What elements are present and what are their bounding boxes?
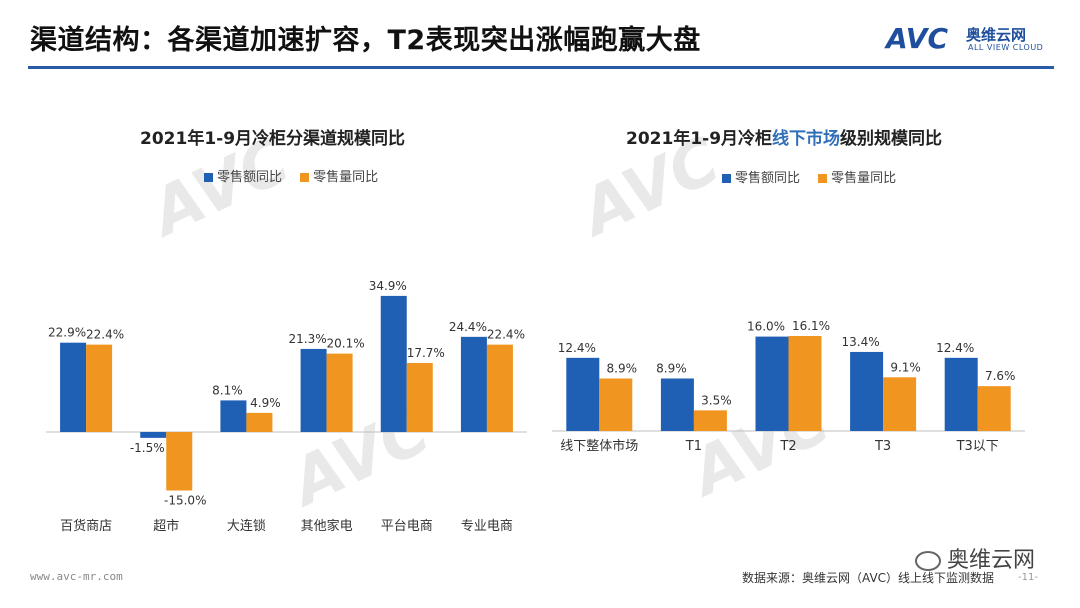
- category-label: T3: [874, 439, 891, 454]
- category-label: T1: [685, 439, 702, 454]
- brand-en: ALL VIEW CLOUD: [968, 43, 1044, 52]
- bar-volume: [86, 344, 113, 432]
- wechat-icon: [915, 551, 941, 571]
- data-label: 34.9%: [369, 279, 407, 293]
- wechat-account: 奥维云网: [915, 542, 1035, 574]
- header-divider: [28, 66, 1054, 69]
- bar-volume: [883, 377, 917, 431]
- bar-volume: [246, 412, 273, 432]
- data-label: 16.1%: [792, 319, 830, 333]
- bar-volume: [326, 353, 353, 432]
- data-label: -1.5%: [130, 441, 165, 455]
- data-label: 13.4%: [842, 335, 880, 349]
- legend-swatch-blue: [204, 173, 213, 182]
- legend-swatch-orange: [300, 173, 310, 182]
- legend-label: 零售量同比: [313, 170, 379, 185]
- data-label: 17.7%: [407, 346, 445, 360]
- bar-amount: [850, 351, 884, 431]
- data-label: 12.4%: [558, 341, 596, 355]
- bar-volume: [486, 344, 513, 432]
- legend-label: 零售量同比: [831, 171, 897, 186]
- bar-amount: [755, 336, 789, 431]
- legend-label: 零售额同比: [217, 170, 283, 185]
- category-label: 其他家电: [301, 518, 353, 534]
- bar-amount: [944, 357, 978, 431]
- data-label: 21.3%: [289, 332, 327, 346]
- page-title: 渠道结构：各渠道加速扩容，T2表现突出涨幅跑赢大盘: [30, 25, 701, 56]
- data-label: 8.9%: [656, 361, 687, 375]
- category-label: T2: [779, 439, 796, 454]
- bar-amount: [460, 336, 487, 432]
- bar-volume: [788, 336, 822, 431]
- page-number: -11-: [1018, 572, 1038, 583]
- data-label: 24.4%: [449, 320, 487, 334]
- footer-url[interactable]: www.avc-mr.com: [30, 570, 123, 583]
- data-label: 4.9%: [250, 396, 281, 410]
- bar-amount: [300, 348, 327, 432]
- bar-volume: [599, 378, 633, 431]
- brand-cn: 奥维云网: [966, 26, 1027, 44]
- brand-logo: AVC 奥维云网 ALL VIEW CLOUD: [886, 22, 1043, 55]
- legend-swatch-orange: [818, 174, 828, 183]
- bar-amount: [660, 378, 694, 431]
- data-label: 20.1%: [327, 337, 365, 351]
- data-label: 3.5%: [701, 393, 732, 407]
- bar-amount: [60, 342, 87, 432]
- data-label: 7.6%: [985, 369, 1016, 383]
- data-label: -15.0%: [164, 494, 206, 508]
- category-label: 大连锁: [227, 518, 266, 534]
- chart1-legend: 零售额同比 零售量同比: [204, 166, 392, 185]
- category-label: T3以下: [956, 439, 999, 454]
- bar-volume: [693, 410, 727, 431]
- bar-volume: [166, 432, 193, 491]
- data-label: 9.1%: [890, 360, 921, 374]
- category-label: 专业电商: [461, 519, 513, 534]
- chart2-title: 2021年1-9月冷柜线下市场级别规模同比: [626, 129, 943, 149]
- brand-avc: AVC: [886, 22, 948, 55]
- data-label: 22.4%: [487, 328, 525, 342]
- bar-volume: [406, 362, 433, 432]
- bar-amount: [220, 400, 247, 432]
- data-label: 16.0%: [747, 320, 785, 334]
- category-label: 线下整体市场: [560, 438, 638, 454]
- data-label: 8.9%: [607, 361, 638, 375]
- bar-volume: [977, 386, 1011, 431]
- data-source: 数据来源：奥维云网（AVC）线上线下监测数据: [742, 571, 995, 585]
- data-label: 12.4%: [936, 341, 974, 355]
- legend-swatch-blue: [722, 174, 731, 183]
- bar-amount: [140, 432, 167, 438]
- data-label: 22.4%: [86, 328, 124, 342]
- category-label: 平台电商: [381, 519, 433, 534]
- chart2-legend: 零售额同比 零售量同比: [722, 167, 910, 186]
- chart1-title: 2021年1-9月冷柜分渠道规模同比: [140, 129, 406, 149]
- legend-label: 零售额同比: [735, 171, 801, 186]
- category-label: 超市: [153, 518, 179, 534]
- category-label: 百货商店: [60, 518, 112, 534]
- data-label: 22.9%: [48, 326, 86, 340]
- bar-amount: [380, 295, 407, 432]
- bar-amount: [566, 357, 600, 431]
- data-label: 8.1%: [212, 383, 243, 397]
